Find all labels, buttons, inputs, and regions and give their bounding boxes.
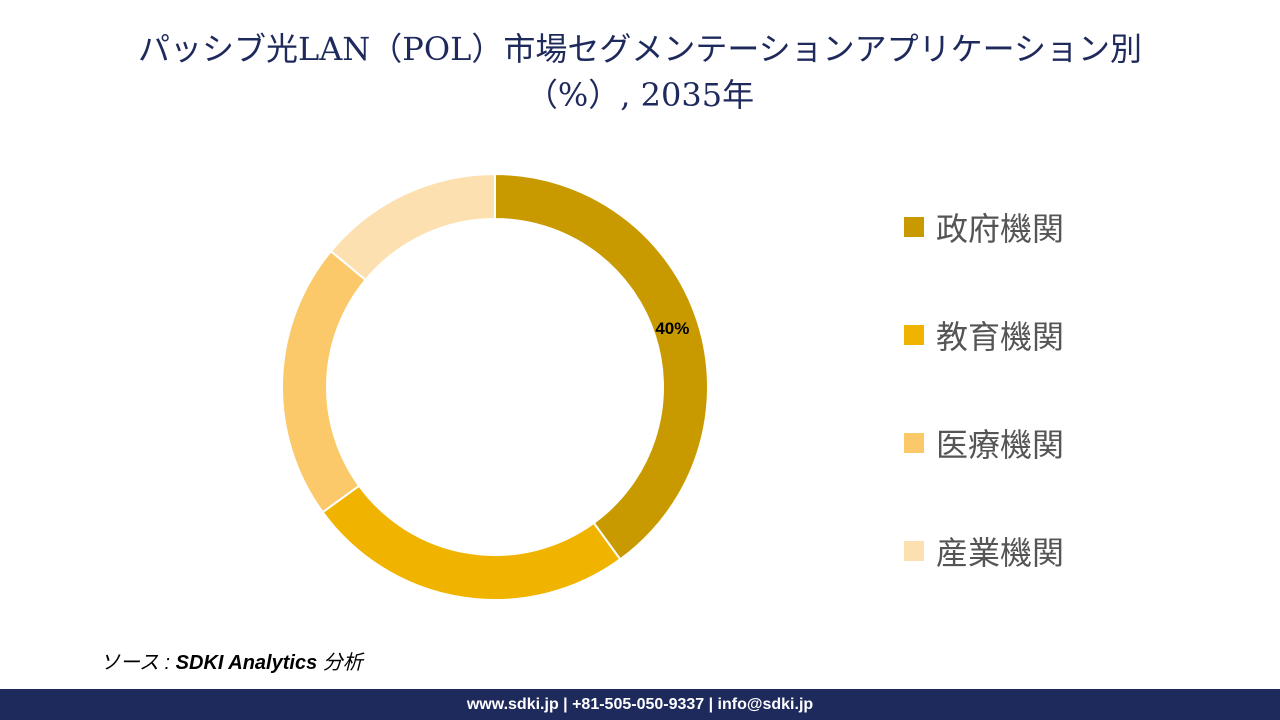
legend-swatch-1: [904, 217, 924, 237]
chart-title: パッシブ光LAN（POL）市場セグメンテーションアプリケーション別 （%）, 2…: [40, 26, 1240, 118]
chart-title-line1: パッシブ光LAN（POL）市場セグメンテーションアプリケーション別: [137, 30, 1143, 68]
source-note: ソース : SDKI Analytics 分析: [100, 646, 363, 675]
footer-contact: www.sdki.jp | +81-505-050-9337 | info@sd…: [466, 696, 814, 713]
donut-slice-4: [329, 172, 496, 282]
legend-label-4: 産業機関: [936, 534, 1065, 572]
donut-slice-2: [321, 484, 622, 601]
chart-title-line2: （%）, 2035年: [525, 76, 755, 114]
legend-item-1: 政府機関: [904, 200, 1064, 254]
legend-label-3: 医療機関: [936, 426, 1065, 464]
legend-swatch-3: [904, 433, 924, 453]
chart-legend: 政府機関教育機関医療機関産業機関: [904, 200, 1064, 632]
footer-bar: www.sdki.jp | +81-505-050-9337 | info@sd…: [0, 689, 1280, 720]
source-suffix: 分析: [317, 652, 363, 674]
data-label-1: 40%: [655, 319, 689, 338]
legend-item-3: 医療機関: [904, 416, 1064, 470]
legend-swatch-4: [904, 541, 924, 561]
legend-item-4: 産業機関: [904, 524, 1064, 578]
donut-chart: 40%: [281, 172, 709, 601]
donut-slice-1: [494, 172, 709, 561]
legend-swatch-2: [904, 325, 924, 345]
source-name: SDKI Analytics: [175, 652, 318, 674]
legend-item-2: 教育機関: [904, 308, 1064, 362]
source-prefix: ソース :: [100, 652, 176, 674]
donut-slice-3: [281, 249, 367, 514]
legend-label-2: 教育機関: [936, 318, 1065, 356]
legend-label-1: 政府機関: [936, 210, 1065, 248]
